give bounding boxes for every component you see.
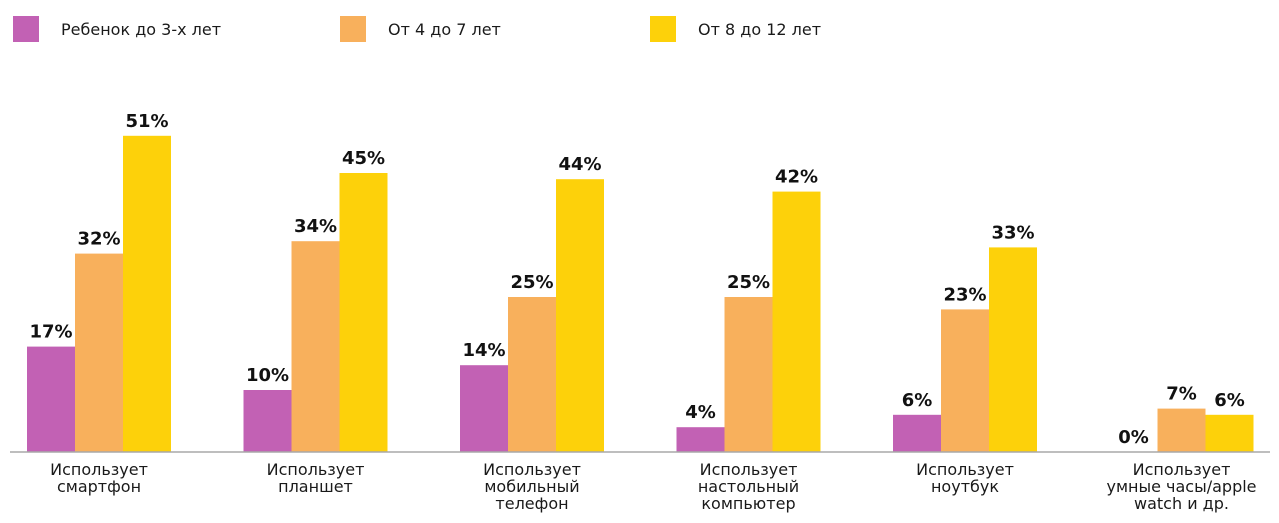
category-label-line: компьютер bbox=[701, 494, 795, 513]
category-label-5: Использует ноутбук bbox=[916, 460, 1014, 496]
bar-group-2: 10% 34% 45% bbox=[243, 148, 388, 452]
legend-item-4-to-7: От 4 до 7 лет bbox=[340, 16, 501, 42]
category-label-3: Использует мобильный телефон bbox=[483, 460, 581, 513]
value-label-under-3-6: 0% bbox=[1118, 427, 1149, 448]
bar-4-to-7-4 bbox=[724, 297, 773, 452]
category-label-line: умные часы/apple bbox=[1106, 477, 1256, 496]
value-label-under-3-4: 4% bbox=[685, 402, 716, 423]
value-label-under-3-3: 14% bbox=[462, 340, 505, 361]
category-label-line: планшет bbox=[278, 477, 353, 496]
value-label-8-to-12-3: 44% bbox=[558, 154, 601, 175]
category-label-line: телефон bbox=[495, 494, 568, 513]
bar-group-6: 0% 7% 6% bbox=[1118, 384, 1254, 452]
legend: Ребенок до 3-х лет От 4 до 7 лет От 8 до… bbox=[0, 0, 1279, 60]
bar-4-to-7-3 bbox=[508, 297, 556, 452]
legend-swatch-4-to-7 bbox=[340, 16, 366, 42]
category-label-line: Использует bbox=[483, 460, 581, 479]
legend-item-8-to-12: От 8 до 12 лет bbox=[650, 16, 821, 42]
bar-under-3-5 bbox=[893, 414, 941, 452]
category-label-line: Использует bbox=[267, 460, 365, 479]
bar-under-3-4 bbox=[676, 427, 725, 452]
value-label-4-to-7-2: 34% bbox=[294, 216, 337, 237]
category-label-line: смартфон bbox=[57, 477, 141, 496]
value-label-4-to-7-5: 23% bbox=[943, 284, 986, 305]
bar-under-3-3 bbox=[460, 365, 508, 452]
bar-group-4: 4% 25% 42% bbox=[676, 167, 821, 452]
category-label-line: Использует bbox=[700, 460, 798, 479]
category-label-line: мобильный bbox=[484, 477, 579, 496]
bar-group-5: 6% 23% 33% bbox=[893, 222, 1037, 452]
category-label-6: Использует умные часы/apple watch и др. bbox=[1106, 460, 1256, 513]
value-label-under-3-1: 17% bbox=[29, 322, 72, 343]
category-label-line: настольный bbox=[698, 477, 799, 496]
category-label-line: ноутбук bbox=[931, 477, 999, 496]
value-label-under-3-5: 6% bbox=[902, 390, 933, 411]
bar-under-3-1 bbox=[27, 346, 75, 452]
legend-item-under-3: Ребенок до 3-х лет bbox=[13, 16, 221, 42]
bar-8-to-12-3 bbox=[556, 179, 604, 452]
value-label-8-to-12-1: 51% bbox=[125, 111, 168, 132]
bar-8-to-12-2 bbox=[339, 173, 388, 452]
legend-swatch-8-to-12 bbox=[650, 16, 676, 42]
legend-label-4-to-7: От 4 до 7 лет bbox=[388, 19, 501, 39]
bar-group-1: 17% 32% 51% bbox=[27, 111, 171, 453]
value-label-4-to-7-4: 25% bbox=[727, 272, 770, 293]
value-label-8-to-12-5: 33% bbox=[991, 222, 1034, 243]
bar-4-to-7-2 bbox=[291, 241, 340, 452]
bar-8-to-12-4 bbox=[772, 191, 821, 452]
bar-8-to-12-1 bbox=[123, 135, 171, 453]
category-label-2: Использует планшет bbox=[267, 460, 365, 496]
legend-label-8-to-12: От 8 до 12 лет bbox=[698, 19, 822, 39]
value-label-8-to-12-2: 45% bbox=[342, 148, 385, 169]
category-label-1: Использует смартфон bbox=[50, 460, 148, 496]
bar-4-to-7-5 bbox=[941, 309, 989, 452]
bar-4-to-7-1 bbox=[75, 253, 123, 452]
value-label-4-to-7-3: 25% bbox=[510, 272, 553, 293]
bar-under-3-2 bbox=[243, 390, 292, 452]
bar-8-to-12-5 bbox=[989, 247, 1037, 452]
bar-group-3: 14% 25% 44% bbox=[460, 154, 604, 452]
legend-swatch-under-3 bbox=[13, 16, 39, 42]
value-label-4-to-7-6: 7% bbox=[1166, 384, 1197, 405]
value-label-4-to-7-1: 32% bbox=[77, 229, 120, 250]
legend-label-under-3: Ребенок до 3-х лет bbox=[61, 19, 222, 39]
bar-8-to-12-6 bbox=[1205, 414, 1254, 452]
bar-4-to-7-6 bbox=[1157, 408, 1206, 452]
category-label-line: Использует bbox=[50, 460, 148, 479]
category-label-4: Использует настольный компьютер bbox=[698, 460, 799, 513]
category-label-line: watch и др. bbox=[1134, 494, 1229, 513]
category-label-line: Использует bbox=[1133, 460, 1231, 479]
value-label-under-3-2: 10% bbox=[246, 365, 289, 386]
value-label-8-to-12-4: 42% bbox=[775, 167, 818, 188]
category-label-line: Использует bbox=[916, 460, 1014, 479]
value-label-8-to-12-6: 6% bbox=[1214, 390, 1245, 411]
